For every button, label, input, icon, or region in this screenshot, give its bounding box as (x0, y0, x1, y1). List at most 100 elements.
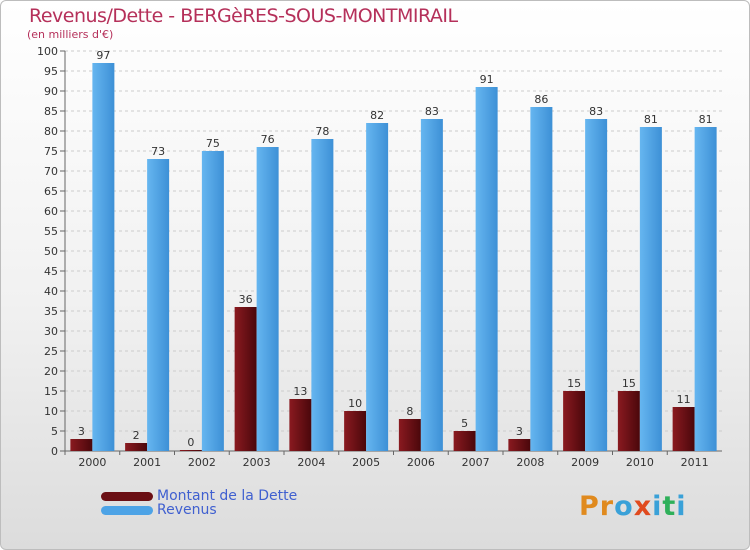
y-tick-label: 70 (44, 165, 58, 178)
y-tick-label: 90 (44, 85, 58, 98)
dette-value-label: 36 (239, 293, 253, 306)
revenus-value-label: 73 (151, 145, 165, 158)
dette-bar (453, 431, 476, 451)
revenus-value-label: 78 (315, 125, 329, 138)
legend-label-dette: Montant de la Dette (157, 488, 298, 504)
revenus-value-label: 86 (534, 93, 548, 106)
y-tick-label: 95 (44, 65, 58, 78)
y-tick-label: 45 (44, 265, 58, 278)
y-tick-label: 15 (44, 385, 58, 398)
dette-bar (125, 443, 148, 451)
logo-letter: i (676, 491, 687, 522)
dette-value-label: 11 (677, 393, 691, 406)
logo-letter: P (579, 491, 600, 522)
y-tick-label: 50 (44, 245, 58, 258)
dette-value-label: 15 (567, 377, 581, 390)
dette-value-label: 3 (516, 425, 523, 438)
y-tick-label: 65 (44, 185, 58, 198)
x-tick-label: 2000 (78, 456, 106, 469)
dette-value-label: 13 (293, 385, 307, 398)
logo-letter: t (662, 491, 677, 522)
dette-bar (398, 419, 421, 451)
revenus-bar (585, 119, 608, 451)
legend-item-dette: Montant de la Dette (101, 488, 298, 504)
y-tick-label: 25 (44, 345, 58, 358)
chart-title: Revenus/Dette - BERGèRES-SOUS-MONTMIRAIL (29, 5, 458, 27)
dette-bar (179, 450, 202, 451)
dette-bar (563, 391, 586, 451)
revenus-value-label: 76 (261, 133, 275, 146)
logo-letter: r (599, 491, 615, 522)
y-tick-label: 100 (37, 45, 58, 58)
grid-lines (65, 50, 722, 432)
revenus-value-label: 83 (589, 105, 603, 118)
revenus-bar (639, 127, 662, 451)
x-tick-label: 2001 (133, 456, 161, 469)
dette-bar (508, 439, 531, 451)
dette-value-label: 3 (78, 425, 85, 438)
y-tick-label: 60 (44, 205, 58, 218)
revenus-value-label: 91 (480, 73, 494, 86)
revenus-bar (311, 139, 334, 451)
y-tick-label: 75 (44, 145, 58, 158)
y-tick-label: 20 (44, 365, 58, 378)
legend-swatch-revenus (101, 505, 153, 515)
revenus-value-label: 82 (370, 109, 384, 122)
dette-bar (344, 411, 367, 451)
dette-bar (617, 391, 640, 451)
y-tick-label: 0 (51, 445, 58, 458)
y-tick-label: 85 (44, 105, 58, 118)
legend-swatch-dette (101, 491, 153, 501)
dette-value-label: 15 (622, 377, 636, 390)
revenus-bar (201, 151, 224, 451)
labels: 3 97 2 73 0 75 36 76 13 78 10 82 8 83 5 91 3 86 15 83 15 81 11… (78, 49, 713, 449)
revenus-bar (92, 63, 115, 451)
logo-letter: i (652, 491, 663, 522)
revenus-bar (366, 123, 389, 451)
x-tick-label: 2002 (188, 456, 216, 469)
y-tick-label: 5 (51, 425, 58, 438)
dette-value-label: 8 (406, 405, 413, 418)
dette-value-label: 2 (133, 429, 140, 442)
revenus-value-label: 81 (644, 113, 658, 126)
legend-label-revenus: Revenus (157, 502, 217, 518)
x-tick-label: 2011 (681, 456, 709, 469)
dette-value-label: 10 (348, 397, 362, 410)
dette-bar (234, 307, 257, 451)
revenus-value-label: 75 (206, 137, 220, 150)
x-tick-label: 2003 (243, 456, 271, 469)
axes: 0510152025303540455055606570758085909510… (37, 45, 722, 469)
y-tick-label: 10 (44, 405, 58, 418)
revenus-bar (420, 119, 443, 451)
dette-bar (672, 407, 695, 451)
revenus-value-label: 83 (425, 105, 439, 118)
revenus-bar (694, 127, 717, 451)
y-tick-label: 30 (44, 325, 58, 338)
y-tick-label: 55 (44, 225, 58, 238)
x-tick-label: 2004 (297, 456, 325, 469)
dette-bar (70, 439, 93, 451)
revenus-bar (147, 159, 170, 451)
dette-value-label: 0 (187, 436, 194, 449)
x-tick-label: 2006 (407, 456, 435, 469)
legend-item-revenus: Revenus (101, 502, 217, 518)
logo-letter: o (614, 491, 634, 522)
proxiti-logo: Proxiti (579, 491, 687, 522)
x-tick-label: 2009 (571, 456, 599, 469)
dette-bar (289, 399, 312, 451)
x-tick-label: 2008 (516, 456, 544, 469)
y-tick-label: 35 (44, 305, 58, 318)
revenus-bar (530, 107, 553, 451)
revenus-bar (256, 147, 279, 451)
revenus-value-label: 81 (699, 113, 713, 126)
revenus-value-label: 97 (96, 49, 110, 62)
y-tick-label: 40 (44, 285, 58, 298)
x-tick-label: 2010 (626, 456, 654, 469)
revenus-bar (475, 87, 498, 451)
dette-value-label: 5 (461, 417, 468, 430)
bars (70, 63, 717, 451)
y-tick-label: 80 (44, 125, 58, 138)
x-tick-label: 2007 (462, 456, 490, 469)
